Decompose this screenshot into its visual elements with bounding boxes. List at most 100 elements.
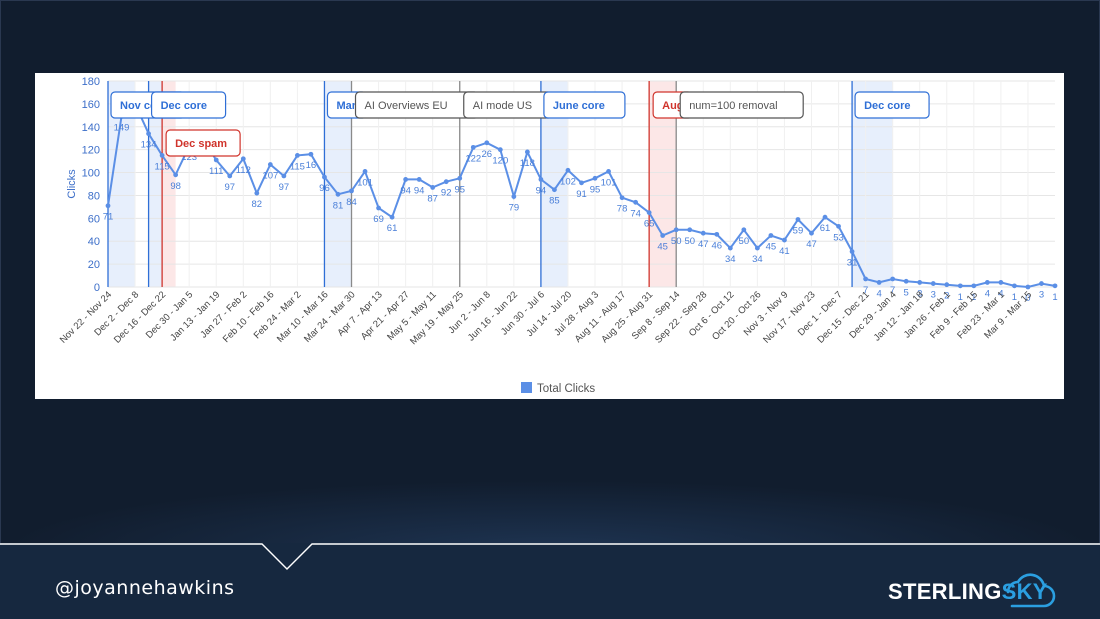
data-point bbox=[524, 149, 530, 155]
data-label: 61 bbox=[387, 223, 398, 234]
data-point bbox=[511, 194, 517, 199]
data-point bbox=[308, 151, 314, 157]
data-label: 50 bbox=[684, 236, 695, 247]
data-label: 1 bbox=[958, 292, 963, 303]
annotation-tag-label: Dec core bbox=[864, 100, 910, 112]
data-point bbox=[754, 245, 760, 251]
data-point bbox=[362, 169, 368, 174]
data-label: 0 bbox=[1025, 293, 1030, 304]
brand-main-text: STERLING bbox=[888, 579, 1002, 604]
data-label: 101 bbox=[601, 177, 617, 188]
data-label: 3 bbox=[1039, 290, 1044, 301]
footer-divider-line bbox=[0, 543, 1100, 570]
data-label: 1 bbox=[1012, 292, 1017, 303]
data-label: 61 bbox=[820, 223, 831, 234]
author-handle: @joyannehawkins bbox=[55, 577, 235, 599]
data-point bbox=[579, 180, 584, 186]
data-label: 120 bbox=[492, 156, 508, 167]
data-label: 94 bbox=[400, 185, 411, 196]
data-point bbox=[565, 167, 571, 173]
y-tick-label: 20 bbox=[88, 259, 100, 271]
annotation-tag-label: Aug bbox=[662, 100, 683, 112]
data-point bbox=[903, 278, 909, 284]
data-label: 26 bbox=[482, 149, 493, 160]
data-label: 53 bbox=[833, 232, 844, 243]
data-point bbox=[105, 203, 111, 209]
data-point bbox=[389, 214, 395, 220]
data-label: 107 bbox=[262, 171, 278, 182]
brand-wordmark: STERLINGSKY bbox=[888, 579, 1048, 605]
background-glow bbox=[0, 480, 1100, 550]
annotation-tag: June core bbox=[543, 91, 626, 119]
data-label: 47 bbox=[698, 239, 709, 250]
data-point bbox=[876, 280, 882, 285]
y-tick-label: 80 bbox=[88, 190, 100, 202]
data-label: 94 bbox=[414, 185, 425, 196]
data-label: 97 bbox=[224, 182, 235, 193]
data-point bbox=[592, 175, 598, 181]
y-tick-label: 0 bbox=[94, 282, 100, 294]
data-label: 92 bbox=[441, 188, 452, 199]
data-label: 4 bbox=[998, 288, 1003, 299]
legend-label: Total Clicks bbox=[537, 383, 595, 395]
annotation-tag-box bbox=[543, 91, 626, 119]
data-label: 4 bbox=[876, 288, 881, 299]
data-point bbox=[863, 276, 868, 282]
data-point bbox=[322, 174, 327, 180]
y-tick-label: 140 bbox=[82, 122, 100, 134]
data-point bbox=[822, 214, 828, 220]
legend-swatch bbox=[521, 382, 532, 393]
data-point bbox=[930, 281, 936, 286]
data-point bbox=[443, 179, 449, 185]
data-point bbox=[538, 177, 544, 182]
data-point bbox=[1012, 283, 1017, 289]
data-label: 69 bbox=[373, 214, 384, 225]
y-tick-label: 180 bbox=[82, 76, 100, 88]
annotation-tag-label: June core bbox=[553, 100, 605, 112]
data-label: 82 bbox=[252, 199, 263, 210]
data-point bbox=[281, 173, 287, 179]
data-point bbox=[687, 227, 693, 233]
data-label: 3 bbox=[917, 288, 922, 299]
data-label: 5 bbox=[904, 287, 909, 298]
data-label: 1 bbox=[971, 292, 976, 303]
data-label: 2 bbox=[944, 291, 949, 302]
annotation-tag-box bbox=[165, 129, 241, 157]
data-point bbox=[700, 230, 706, 236]
data-label: 59 bbox=[793, 225, 804, 236]
annotation-tag: Dec core bbox=[150, 91, 227, 119]
data-label: 50 bbox=[671, 236, 682, 247]
data-label: 34 bbox=[752, 254, 763, 265]
annotation-tag-label: AI mode US bbox=[473, 100, 532, 112]
data-point bbox=[673, 227, 679, 233]
data-label: 7 bbox=[863, 285, 868, 296]
data-label: 84 bbox=[346, 197, 357, 208]
data-point bbox=[782, 237, 787, 243]
data-label: 79 bbox=[509, 203, 520, 214]
data-label: 74 bbox=[630, 208, 641, 219]
data-point bbox=[795, 217, 801, 222]
data-point bbox=[998, 280, 1004, 285]
data-point bbox=[497, 147, 503, 153]
data-point bbox=[213, 157, 219, 163]
data-point bbox=[944, 282, 950, 288]
data-point bbox=[606, 169, 611, 174]
annotation-tag: Dec spam bbox=[165, 129, 241, 157]
data-point bbox=[267, 162, 273, 167]
data-label: 3 bbox=[931, 290, 936, 301]
annotation-band bbox=[148, 81, 163, 287]
data-point bbox=[457, 175, 463, 181]
data-label: 115 bbox=[155, 161, 170, 172]
data-point bbox=[984, 280, 990, 285]
data-point bbox=[254, 190, 260, 196]
data-point bbox=[836, 223, 841, 229]
data-label: 85 bbox=[549, 196, 560, 207]
data-label: 95 bbox=[590, 184, 601, 195]
annotation-tag-label: Mar bbox=[336, 100, 356, 112]
data-point bbox=[660, 233, 666, 238]
data-label: 65 bbox=[644, 219, 655, 230]
y-tick-label: 60 bbox=[88, 213, 100, 225]
data-label: 47 bbox=[806, 239, 817, 250]
data-point bbox=[349, 188, 354, 194]
data-point bbox=[727, 245, 733, 251]
